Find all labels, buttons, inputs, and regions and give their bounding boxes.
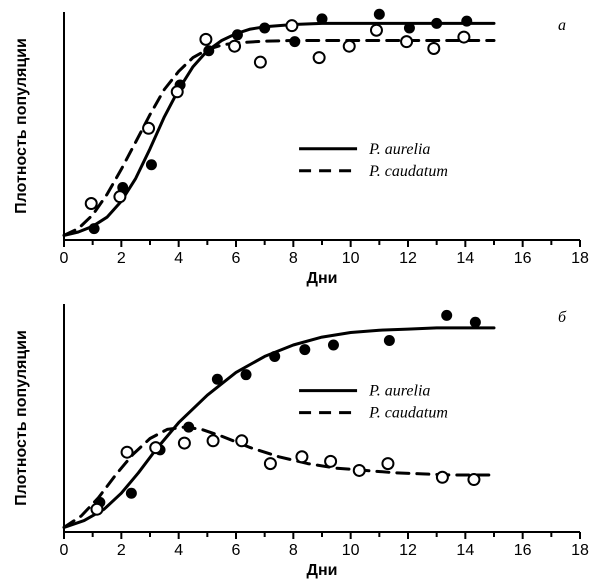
y-axis-label: Плотность популяции <box>13 38 30 214</box>
data-point-caudatum <box>179 438 190 449</box>
data-point-caudatum <box>172 86 183 97</box>
data-point-aurelia <box>461 16 472 27</box>
curve-aurelia <box>64 23 494 235</box>
legend-label-aurelia: P. aurelia <box>368 383 430 400</box>
data-point-caudatum <box>296 451 307 462</box>
x-tick-label: 16 <box>514 542 532 559</box>
legend-label-aurelia: P. aurelia <box>368 141 430 158</box>
x-tick-label: 0 <box>60 250 69 267</box>
data-point-aurelia <box>232 29 243 40</box>
x-tick-label: 14 <box>456 542 474 559</box>
data-point-aurelia <box>289 36 300 47</box>
x-tick-label: 18 <box>571 542 589 559</box>
x-tick-label: 12 <box>399 542 417 559</box>
population-density-figure: 0 2 4 6 8 10 12 14 16 18 Дни Плотность популяции а P.… <box>0 0 610 582</box>
panel-letter: а <box>558 17 566 34</box>
data-point-aurelia <box>203 45 214 56</box>
x-tick-label: 8 <box>289 250 298 267</box>
data-point-aurelia <box>374 9 385 20</box>
data-point-caudatum <box>150 442 161 453</box>
data-point-caudatum <box>458 32 469 43</box>
x-tick-label: 12 <box>399 250 417 267</box>
x-tick-label: 10 <box>342 250 360 267</box>
data-point-caudatum <box>437 472 448 483</box>
data-point-caudatum <box>286 20 297 31</box>
data-point-aurelia <box>470 317 481 328</box>
x-axis-label: Дни <box>307 562 338 579</box>
x-tick-label: 18 <box>571 250 589 267</box>
data-point-aurelia <box>183 422 194 433</box>
x-tick-label: 2 <box>117 250 126 267</box>
data-point-aurelia <box>212 374 223 385</box>
x-tick-label: 4 <box>174 542 183 559</box>
data-point-caudatum <box>91 504 102 515</box>
x-tick-label: 8 <box>289 542 298 559</box>
data-point-aurelia <box>328 340 339 351</box>
x-tick-label: 6 <box>232 250 241 267</box>
data-point-caudatum <box>114 191 125 202</box>
panel-letter: б <box>558 309 567 326</box>
data-point-aurelia <box>317 13 328 24</box>
data-point-caudatum <box>468 474 479 485</box>
data-point-aurelia <box>384 335 395 346</box>
data-point-caudatum <box>371 25 382 36</box>
data-point-caudatum <box>229 41 240 52</box>
data-point-caudatum <box>200 34 211 45</box>
x-tick-label: 6 <box>232 542 241 559</box>
curve-caudatum <box>64 427 494 527</box>
data-point-caudatum <box>354 465 365 476</box>
x-tick-label: 4 <box>174 250 183 267</box>
data-point-aurelia <box>241 369 252 380</box>
data-point-caudatum <box>86 198 97 209</box>
data-point-caudatum <box>236 435 247 446</box>
x-tick-label: 10 <box>342 542 360 559</box>
data-point-aurelia <box>299 344 310 355</box>
x-tick-label: 0 <box>60 542 69 559</box>
data-point-caudatum <box>382 458 393 469</box>
data-point-aurelia <box>146 159 157 170</box>
panel-a: 0 2 4 6 8 10 12 14 16 18 Дни Плотность популяции а P.… <box>13 9 589 287</box>
data-point-aurelia <box>269 351 280 362</box>
data-point-aurelia <box>404 22 415 33</box>
x-tick-label: 2 <box>117 542 126 559</box>
data-point-caudatum <box>428 43 439 54</box>
data-point-aurelia <box>89 223 100 234</box>
data-point-caudatum <box>401 36 412 47</box>
y-axis-label: Плотность популяции <box>13 330 30 506</box>
panel-b: 0 2 4 6 8 10 12 14 16 18 Дни Плотность популяции б P.… <box>13 304 589 579</box>
data-point-aurelia <box>126 488 137 499</box>
data-point-caudatum <box>314 52 325 63</box>
data-point-caudatum <box>122 447 133 458</box>
data-point-caudatum <box>143 123 154 134</box>
data-point-caudatum <box>344 41 355 52</box>
data-point-caudatum <box>255 57 266 68</box>
data-point-caudatum <box>265 458 276 469</box>
curve-caudatum <box>64 41 494 236</box>
data-point-aurelia <box>431 18 442 29</box>
data-point-caudatum <box>208 435 219 446</box>
x-tick-label: 14 <box>456 250 474 267</box>
legend-label-caudatum: P. caudatum <box>368 405 448 422</box>
data-point-aurelia <box>259 22 270 33</box>
x-tick-label: 16 <box>514 250 532 267</box>
legend-label-caudatum: P. caudatum <box>368 163 448 180</box>
x-axis-label: Дни <box>307 270 338 287</box>
data-point-aurelia <box>441 310 452 321</box>
data-point-caudatum <box>325 456 336 467</box>
